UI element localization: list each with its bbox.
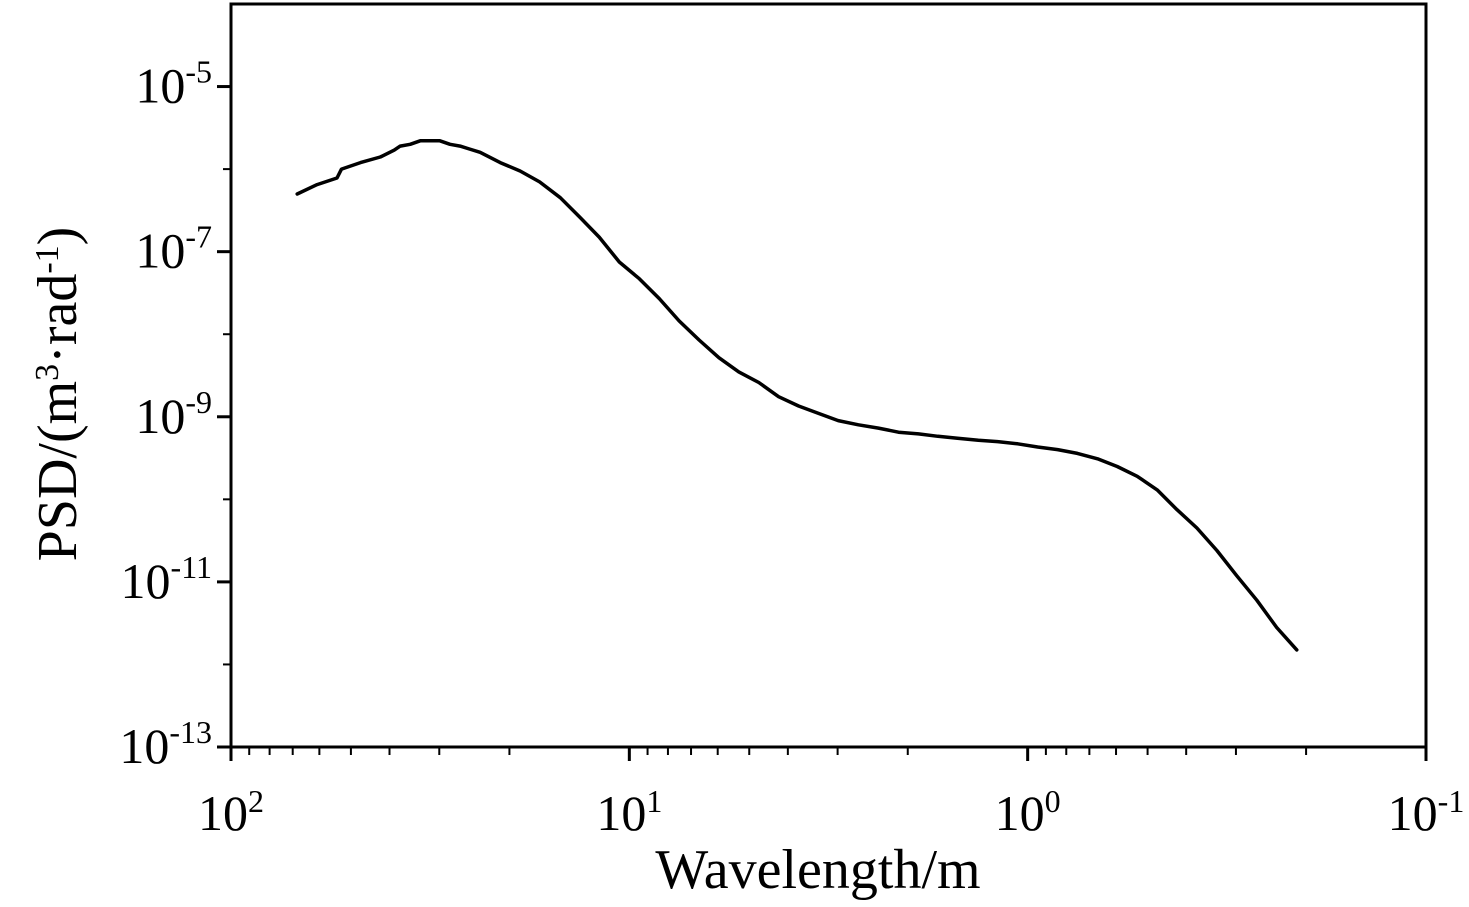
x-tick-label-exp: 1 [646, 783, 662, 819]
y-tick-label-exp: -5 [185, 54, 212, 90]
y-tick-label-base: 10 [119, 718, 169, 774]
x-tick-label-base: 10 [995, 785, 1045, 841]
y-tick-label: 10-9 [135, 384, 212, 444]
x-axis: 102 101 100 10-1 [198, 747, 1464, 841]
y-tick-label: 10-13 [119, 714, 212, 774]
y-tick-label-base: 10 [121, 553, 171, 609]
y-tick-label-exp: -13 [169, 714, 212, 750]
x-tick-label: 100 [995, 783, 1061, 841]
plot-frame [229, 2, 1428, 749]
y-axis-title-exp1: 3 [29, 364, 66, 381]
x-tick-label-base: 10 [596, 785, 646, 841]
y-tick-label-exp: -11 [171, 549, 212, 585]
y-tick-label-exp: -7 [185, 219, 212, 255]
y-tick-label: 10-11 [121, 549, 212, 609]
x-tick-label: 102 [198, 783, 264, 841]
x-axis-title: Wavelength/m [655, 839, 980, 901]
x-tick-label-base: 10 [1388, 785, 1438, 841]
x-tick-label-exp: 0 [1045, 783, 1061, 819]
y-axis-title-suffix: ) [27, 227, 89, 246]
y-tick-label: 10-7 [135, 219, 212, 279]
y-tick-label-base: 10 [135, 58, 185, 114]
psd-series-line [295, 139, 1299, 652]
x-tick-label: 10-1 [1388, 783, 1465, 841]
y-tick-label-base: 10 [135, 223, 185, 279]
x-tick-label-exp: 2 [248, 783, 264, 819]
y-tick-label-exp: -9 [185, 384, 212, 420]
x-tick-label-base: 10 [198, 785, 248, 841]
x-tick-label: 101 [596, 783, 662, 841]
y-tick-label-base: 10 [135, 388, 185, 444]
y-tick-label: 10-5 [135, 54, 212, 114]
y-axis-title-exp2: -1 [29, 245, 66, 273]
y-axis-title: PSD/(m3·rad-1) [27, 227, 89, 562]
y-axis-title-middle: ·rad [27, 274, 89, 364]
x-tick-label-exp: -1 [1438, 783, 1465, 819]
y-axis-title-prefix: PSD/(m [27, 381, 89, 562]
